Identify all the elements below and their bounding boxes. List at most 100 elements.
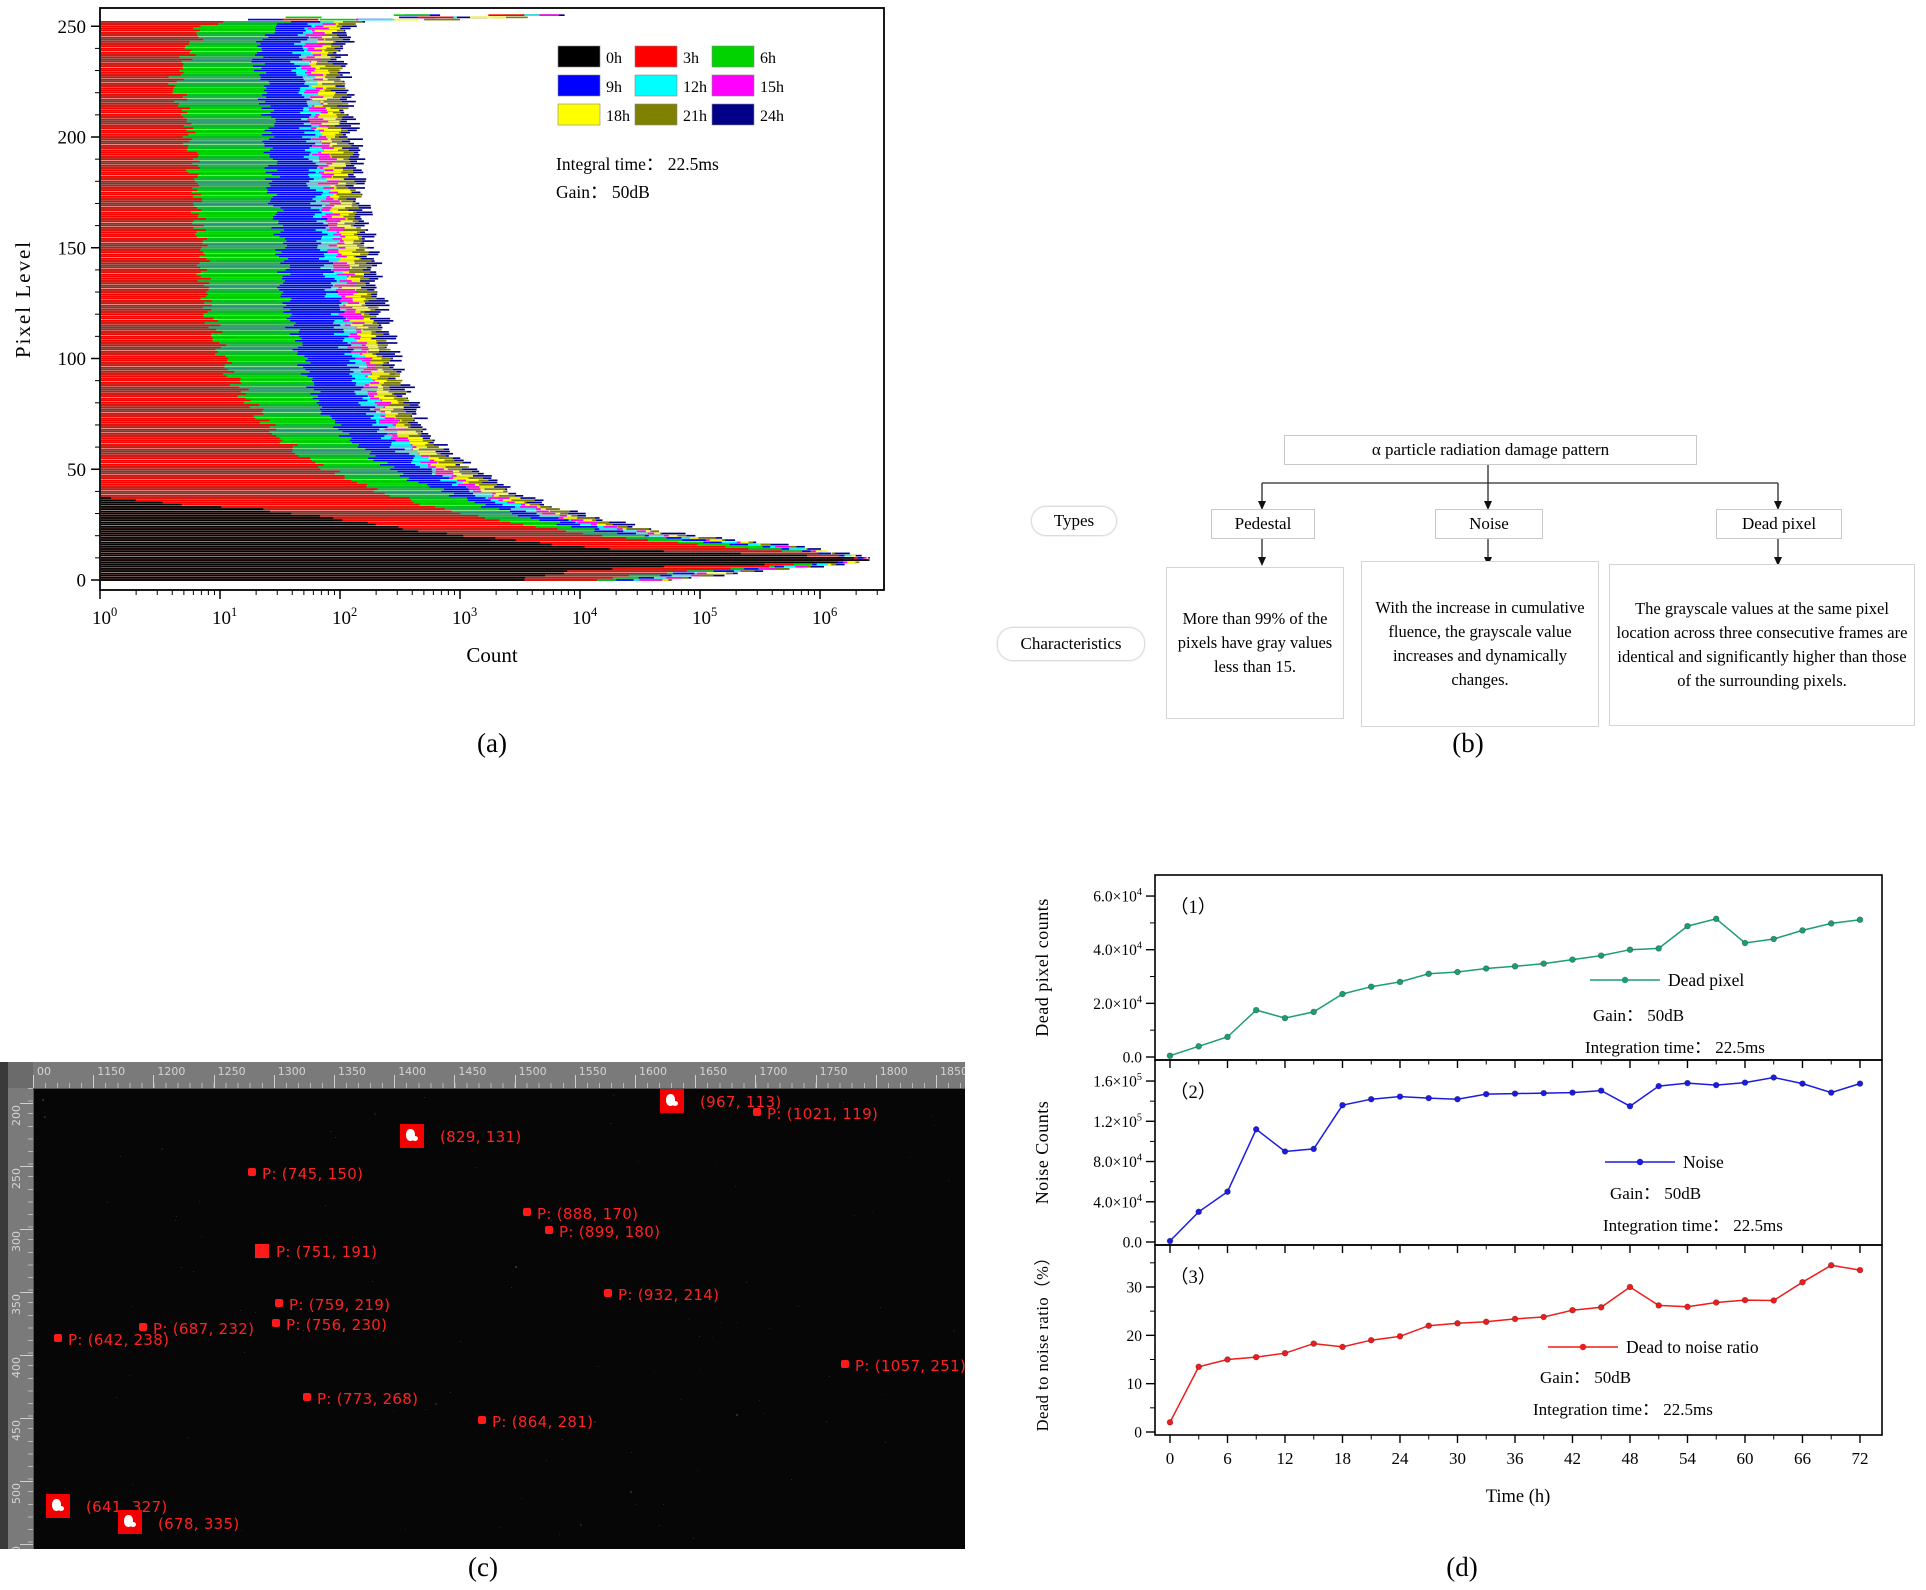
noise-speckle [799, 1105, 800, 1106]
subplot-number: （3） [1170, 1267, 1216, 1288]
ruler-label: 1250 [217, 1065, 246, 1078]
annotation-label: P: (1021, 119) [767, 1105, 879, 1123]
noise-speckle [476, 1167, 477, 1168]
noise-speckle [829, 1376, 830, 1377]
data-point [1827, 1089, 1835, 1096]
svg-text:106: 106 [812, 605, 837, 629]
data-point [1224, 1188, 1231, 1195]
noise-speckle [636, 1504, 637, 1505]
noise-speckle [116, 1397, 117, 1398]
ruler-major-tick [20, 1229, 33, 1230]
data-point [1425, 1094, 1432, 1102]
noise-speckle [699, 1336, 700, 1337]
noise-speckle [594, 1475, 595, 1476]
dead-pixel-marker-icon [54, 1334, 62, 1342]
data-point [1655, 1082, 1662, 1090]
noise-speckle [405, 1529, 406, 1530]
svg-text:18h: 18h [606, 108, 630, 125]
data-point [1770, 1074, 1777, 1081]
noise-speckle [372, 1281, 373, 1282]
ruler-major-tick [514, 1075, 516, 1088]
data-point [1454, 1320, 1461, 1327]
ruler-label: 1700 [759, 1065, 788, 1078]
data-point [1597, 1304, 1605, 1311]
svg-text:0.0: 0.0 [1123, 1235, 1143, 1252]
sensor-image-area: (967, 113) P: (1021, 119) (829, 131) P: (74… [33, 1088, 965, 1549]
svg-text:12h: 12h [683, 79, 707, 96]
dead-pixel-marker-icon [604, 1289, 612, 1297]
diagram-title-box: α particle radiation damage pattern [1284, 435, 1697, 465]
noise-speckle [659, 1525, 660, 1526]
marker-white-blob [666, 1094, 675, 1106]
data-point [1684, 1079, 1691, 1087]
ruler-label: 1350 [338, 1065, 366, 1078]
svg-text:9h: 9h [606, 79, 622, 96]
legend-label: Noise [1683, 1152, 1724, 1172]
noise-speckle [700, 1369, 701, 1370]
subplot-number: （1） [1170, 897, 1216, 918]
dead-pixel-marker-icon [275, 1299, 283, 1307]
data-point [1511, 1090, 1519, 1097]
svg-text:102: 102 [332, 605, 357, 629]
annotation-label: P: (888, 170) [537, 1205, 639, 1223]
y-axis-title: Dead pixel counts [1032, 898, 1052, 1036]
ruler-label: 300 [10, 1231, 23, 1252]
data-point [1166, 1052, 1174, 1059]
data-point [1166, 1237, 1174, 1245]
data-point [1540, 960, 1547, 967]
svg-text:0: 0 [1134, 1425, 1142, 1442]
noise-speckle [786, 1091, 787, 1092]
data-point [1339, 1101, 1346, 1109]
characteristic-box-pedestal: More than 99% of the pixels have gray va… [1166, 567, 1344, 719]
integration-time-note: Integration time： 22.5ms [1585, 1038, 1765, 1057]
ruler-label: 1850 [940, 1065, 965, 1078]
noise-speckle [948, 1180, 950, 1182]
ruler-major-tick [153, 1075, 155, 1088]
ruler-label: 1200 [157, 1065, 186, 1078]
noise-speckle [190, 1089, 191, 1090]
noise-speckle [826, 1421, 827, 1422]
legend-label: Dead to noise ratio [1626, 1337, 1759, 1357]
legend-swatch [557, 74, 601, 97]
data-point [1281, 1014, 1289, 1022]
svg-text:2.0×104: 2.0×104 [1093, 994, 1142, 1013]
svg-text:250: 250 [58, 17, 87, 38]
data-point [1367, 1095, 1375, 1103]
svg-text:6: 6 [1223, 1449, 1232, 1468]
ruler-major-tick [815, 1075, 817, 1088]
dead-pixel-marker-icon [272, 1319, 280, 1327]
dead-pixel-marker-icon [753, 1108, 761, 1116]
noise-speckle [374, 1113, 376, 1115]
svg-text:0h: 0h [606, 50, 622, 67]
noise-speckle [654, 1371, 655, 1372]
ruler-major-tick [755, 1075, 757, 1088]
dead-pixel-marker-icon [248, 1168, 256, 1176]
noise-speckle [500, 1527, 501, 1528]
data-point [1597, 1087, 1605, 1094]
noise-speckle [598, 1366, 599, 1367]
noise-speckle [511, 1287, 512, 1288]
noise-speckle [559, 1534, 560, 1535]
ruler-label: 450 [10, 1420, 23, 1441]
marker-white-blob [124, 1515, 133, 1527]
noise-speckle [910, 1157, 911, 1158]
svg-text:104: 104 [572, 605, 598, 629]
ruler-label: 350 [10, 1294, 23, 1315]
ruler-major-tick [20, 1481, 33, 1482]
noise-speckle [712, 1337, 713, 1338]
data-point [1712, 1081, 1720, 1089]
noise-speckle [798, 1306, 799, 1307]
ruler-major-tick [936, 1075, 937, 1088]
vertical-ruler: 200 250 300 350 400 450 500 550 [8, 1088, 34, 1549]
data-point [1367, 983, 1375, 990]
annotation-label: P: (759, 219) [289, 1296, 391, 1314]
characteristic-box-dead-pixel: The grayscale values at the same pixel l… [1609, 564, 1915, 726]
svg-text:21h: 21h [683, 108, 707, 125]
annotation-label: (641, 327) [86, 1498, 168, 1516]
ruler-label: 1500 [518, 1065, 547, 1078]
legend-swatch [634, 103, 678, 126]
noise-speckle [393, 1411, 394, 1412]
data-point [1856, 1080, 1864, 1087]
data-point [1684, 922, 1691, 930]
annotation-label: (678, 335) [158, 1515, 240, 1533]
